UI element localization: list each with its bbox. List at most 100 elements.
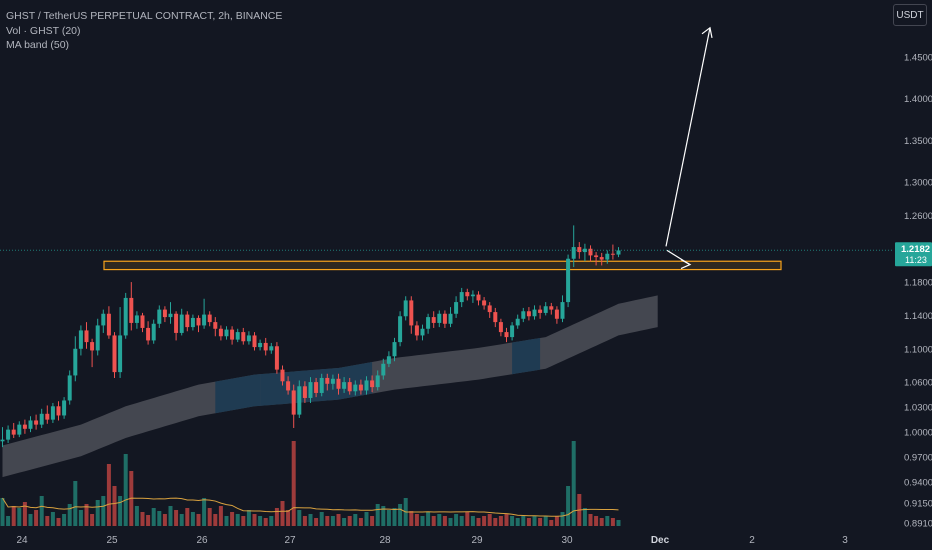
candle-body [185, 314, 190, 328]
candle-body [566, 258, 571, 303]
ma-band-indicator-label[interactable]: MA band (50) [6, 39, 70, 51]
candle-body [571, 247, 576, 259]
price-tick-label: 1.4500 [904, 53, 932, 64]
candle-body [610, 253, 615, 255]
candle-body [56, 406, 61, 416]
volume-bar [342, 518, 347, 526]
volume-bar [566, 486, 571, 526]
candle-body [157, 309, 162, 324]
candle-body [22, 424, 27, 429]
price-tick-label: 0.9700 [904, 453, 932, 464]
volume-indicator-label[interactable]: Vol · GHST (20) [6, 24, 81, 37]
volume-bar [588, 514, 593, 526]
indicator-legend: GHST / TetherUS PERPETUAL CONTRACT, 2h, … [6, 9, 282, 53]
candle-body [426, 317, 431, 329]
candle-body [162, 309, 167, 318]
volume-bar [308, 514, 313, 526]
candle-body [510, 325, 515, 338]
candle-body [0, 439, 5, 442]
candle-body [448, 313, 453, 324]
volume-bar [168, 506, 173, 526]
volume-bar [392, 508, 397, 526]
volume-bar [386, 510, 391, 526]
volume-bar [6, 516, 11, 526]
volume-bar [179, 514, 184, 526]
price-axis[interactable]: 1.4500 1.4000 1.3500 1.3000 1.2600 1.1800 1.14… [895, 53, 932, 530]
time-axis[interactable]: 24 25 26 27 28 29 30 Dec 2 3 [16, 535, 848, 546]
volume-bar [202, 498, 207, 526]
candle-body [454, 302, 459, 314]
volume-bar [330, 516, 335, 526]
price-tick-label: 1.1400 [904, 311, 932, 322]
candle-body [493, 312, 498, 323]
volume-bar [465, 512, 470, 526]
volume-bar [101, 496, 106, 526]
volume-bar [314, 518, 319, 526]
volume-bar [543, 516, 548, 526]
candle-body [73, 348, 78, 376]
volume-bar [594, 516, 599, 526]
volume-bar [610, 518, 615, 526]
volume-bar [196, 514, 201, 526]
candle-body [123, 297, 128, 336]
candle-body [375, 375, 380, 388]
volume-bar [498, 516, 503, 526]
candle-body [274, 346, 279, 370]
candle-body [84, 330, 89, 343]
volume-bar [482, 516, 487, 526]
support-zone[interactable] [103, 260, 782, 271]
candle-body [482, 300, 487, 306]
candle-body [230, 329, 235, 340]
volume-bar [398, 504, 403, 526]
candle-body [67, 375, 72, 401]
candle-body [515, 318, 520, 326]
candle-body [151, 323, 156, 341]
projection-arrows[interactable] [665, 26, 713, 270]
candle-body [582, 248, 587, 253]
volume-bar [521, 516, 526, 526]
volume-bar [476, 518, 481, 526]
volume-bar [241, 516, 246, 526]
candle-body [78, 330, 83, 349]
volume-bar [493, 518, 498, 526]
volume-bar [515, 518, 520, 526]
candle-body [39, 413, 44, 425]
current-price-tag [895, 242, 932, 267]
candle-body [241, 332, 246, 342]
currency-button[interactable]: USDT [893, 4, 927, 26]
candle-body [129, 297, 134, 323]
volume-bar [162, 514, 167, 526]
time-tick-label: Dec [651, 535, 670, 546]
volume-bar [106, 464, 111, 526]
volume-bar [319, 512, 324, 526]
volume-bar [364, 512, 369, 526]
volume-bar [118, 496, 123, 526]
volume-bar [90, 514, 95, 526]
price-tick-label: 1.3500 [904, 136, 932, 147]
volume-bar [554, 516, 559, 526]
volume-bar [22, 502, 27, 526]
candle-body [409, 300, 414, 326]
price-tick-label: 1.0600 [904, 378, 932, 389]
candle-body [498, 322, 503, 333]
volume-bar [28, 514, 33, 526]
candle-body [95, 325, 100, 351]
candle-body [398, 316, 403, 343]
down-arrow-head [680, 259, 692, 270]
time-tick-label: 3 [842, 535, 848, 546]
volume-bar [174, 510, 179, 526]
volume-ma-line [2, 497, 619, 517]
volume-bar [571, 441, 576, 526]
volume-bar [151, 508, 156, 526]
candle-body [179, 314, 184, 333]
price-tick-label: 1.0300 [904, 403, 932, 414]
candle-body [392, 342, 397, 357]
candle-body [521, 311, 526, 319]
price-tick-label: 0.9150 [904, 498, 932, 509]
candle-body [526, 311, 531, 317]
volume-bar [62, 514, 67, 526]
volume-bar [17, 508, 22, 526]
candle-body [420, 328, 425, 336]
